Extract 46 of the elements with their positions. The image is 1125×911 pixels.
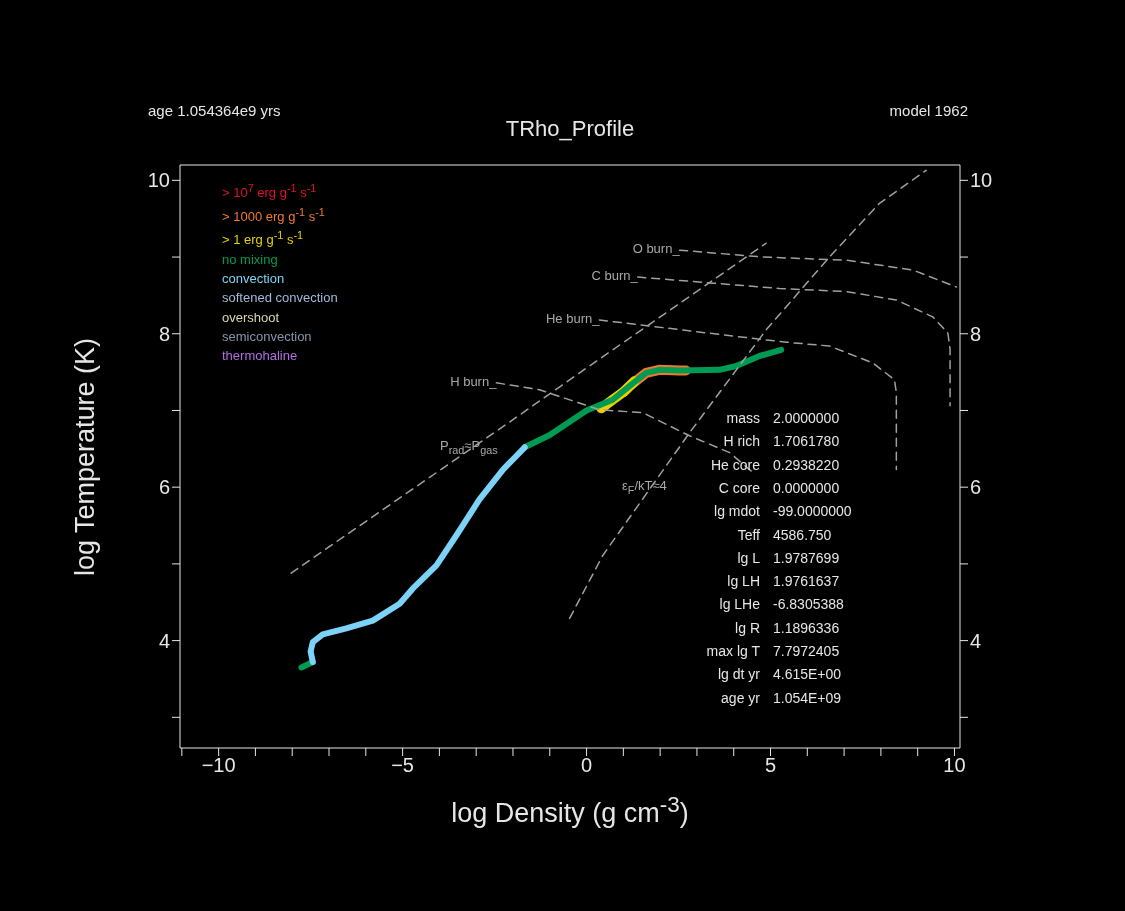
y2-tick-label: 6 <box>970 476 982 499</box>
y2-tick-label: 4 <box>970 629 982 652</box>
legend-label: thermohaline <box>222 347 299 366</box>
y-tick-label: 8 <box>158 322 170 345</box>
annotation: mass 2.0000000 <box>726 410 840 426</box>
y-tick-label: 4 <box>158 629 170 652</box>
annotation: Teff 4586.750 <box>737 526 832 543</box>
annotation: age yr 1.054E+09 <box>721 689 842 706</box>
x-tick-label: −5 <box>391 754 414 777</box>
text: model 1962 <box>889 102 968 119</box>
x-tick-label: 5 <box>764 754 777 777</box>
x-tick-label: 10 <box>943 754 966 777</box>
annotation: lg R 1.1896336 <box>735 619 840 636</box>
x-axis-title: log Density (g cm$^{-3}$) <box>450 792 690 829</box>
annotation: H burn_ <box>450 373 497 389</box>
y-tick-label: 6 <box>158 476 170 499</box>
annotation: lg dt yr 4.615E+00 <box>717 666 842 683</box>
annotation: lg L 1.9787699 <box>737 549 840 566</box>
annotation: He core 0.2938220 <box>710 456 840 473</box>
annotation: lg LHe -6.8305388 <box>719 596 844 613</box>
annotation: C burn_ <box>591 267 638 283</box>
y2-tick-label: 8 <box>970 322 982 345</box>
chart-title: TRho_Profile <box>505 116 635 141</box>
text: no mixing <box>222 250 279 269</box>
annotation: O burn_ <box>632 241 680 257</box>
annotation: H rich 1.7061780 <box>723 433 840 450</box>
annotation: P$_{rad}$≈P$_{gas}$ <box>440 438 498 456</box>
text: convection <box>222 270 286 289</box>
legend-label: softened convection <box>222 289 338 308</box>
annotation: ε$_{F}$/kT≈4 <box>622 478 667 496</box>
annotation: C core 0.0000000 <box>718 479 840 496</box>
text: > 1000 erg g$^{-1}$ s$^{-1}$ <box>222 204 326 226</box>
y2-tick-label: 10 <box>970 169 993 192</box>
text: > 1 erg g$^{-1}$ s$^{-1}$ <box>222 228 305 250</box>
y-axis-title: log Temperature (K) <box>69 337 101 576</box>
x-tick-label: 0 <box>580 754 593 777</box>
x-tick-label: −10 <box>201 754 236 777</box>
legend-label: > 10$^{7}$ erg g$^{-1}$ s$^{-1}$ <box>222 181 318 203</box>
annotation: lg mdot -99.0000000 <box>714 503 852 520</box>
annotation: lg LH 1.9761637 <box>727 573 840 590</box>
y-tick-label: 10 <box>147 169 170 192</box>
text: age 1.054364e9 yrs <box>148 102 281 119</box>
legend-label: semiconvection <box>222 328 313 347</box>
legend-label: overshoot <box>222 308 281 327</box>
annotation: He burn_ <box>545 310 600 326</box>
annotation: max lg T 7.7972405 <box>706 643 840 659</box>
